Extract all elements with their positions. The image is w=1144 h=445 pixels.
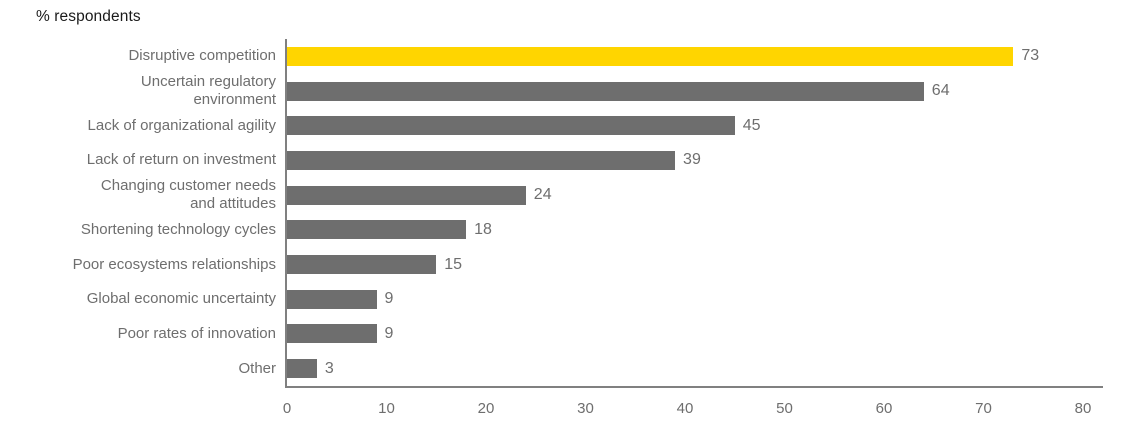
bar (287, 359, 317, 379)
category-label: Poor rates of innovation (117, 324, 276, 342)
x-axis-tick-labels: 0 10 20 30 40 50 60 70 80 (283, 400, 1103, 420)
category-label: Lack of return on investment (86, 151, 276, 169)
value-label: 73 (1021, 47, 1040, 65)
bar (287, 150, 676, 170)
value-label: 39 (683, 151, 701, 169)
x-axis-tick: 40 (676, 400, 694, 417)
bar (287, 185, 526, 205)
bar-row: Global economic uncertainty 9 (87, 282, 1103, 317)
bar-row: Lack of organizational agility 45 (88, 108, 1103, 143)
plot-area: Disruptive competition 73 Uncertain regula… (73, 39, 1103, 388)
y-axis-line (285, 39, 287, 386)
bar-row: Lack of return on investment 39 (87, 143, 1103, 178)
bar (287, 46, 1014, 66)
bar-rows: Disruptive competition 73 Uncertain regula… (73, 39, 1103, 386)
bar-row: Changing customer needs and attitudes 24 (101, 177, 1103, 213)
category-label: Shortening technology cycles (80, 220, 276, 238)
value-label: 9 (384, 324, 394, 342)
x-axis-tick: 0 (282, 400, 292, 417)
bar (287, 116, 735, 136)
category-label: Changing customer needs and attitudes (100, 177, 276, 213)
x-axis-tick: 60 (875, 400, 893, 417)
x-axis-tick: 10 (378, 400, 395, 417)
x-axis-tick: 50 (776, 400, 793, 417)
category-label: Uncertain regulatory environment (140, 73, 276, 109)
category-label: Poor ecosystems relationships (72, 255, 276, 273)
category-label: Other (238, 359, 276, 377)
bar (287, 220, 467, 240)
x-axis-tick: 30 (577, 400, 594, 417)
category-label: Global economic uncertainty (86, 290, 276, 308)
bar (287, 81, 924, 101)
x-axis-tick: 80 (1074, 400, 1092, 417)
bar-row: Uncertain regulatory environment 64 (141, 73, 1103, 109)
category-label: Lack of organizational agility (87, 116, 276, 134)
bar (287, 289, 377, 309)
value-label: 3 (324, 359, 334, 377)
x-axis-tick: 20 (477, 400, 495, 417)
bar (287, 255, 437, 275)
x-axis-tick: 70 (975, 400, 992, 417)
category-label: Disruptive competition (128, 47, 276, 65)
value-label: 64 (931, 82, 950, 100)
x-axis-line (285, 386, 1103, 388)
bar-row: Disruptive competition 73 (128, 39, 1103, 74)
value-label: 24 (533, 186, 552, 204)
bar (287, 324, 377, 344)
value-label: 9 (384, 290, 394, 308)
bar-row: Poor rates of innovation 9 (118, 317, 1103, 352)
bar-row: Shortening technology cycles 18 (81, 213, 1103, 248)
value-label: 18 (474, 220, 492, 238)
value-label: 15 (444, 255, 463, 273)
chart-title: % respondents (36, 8, 141, 25)
bar-row: Poor ecosystems relationships 15 (73, 247, 1103, 282)
bar-row: Other 3 (238, 351, 1103, 386)
value-label: 45 (742, 116, 761, 134)
